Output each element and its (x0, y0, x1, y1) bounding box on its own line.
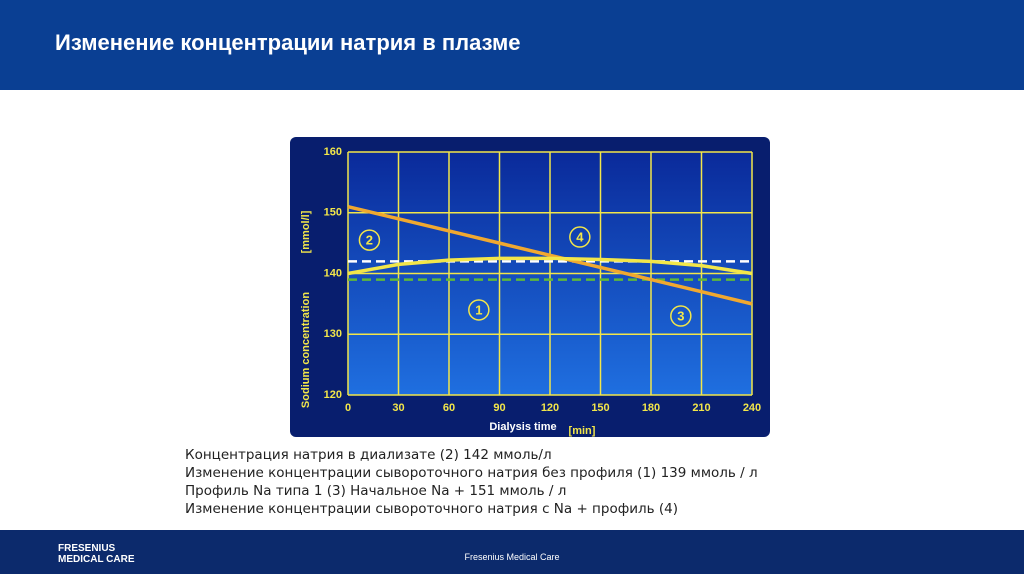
y-axis-label: Sodium concentration (300, 292, 312, 408)
series-label-circle (670, 305, 692, 327)
y-tick-label: 150 (324, 207, 342, 219)
x-tick-label: 150 (591, 402, 609, 414)
slide-title: Изменение концентрации натрия в плазме (55, 30, 521, 55)
series-line (347, 256, 753, 276)
logo-line: MEDICAL CARE (58, 554, 135, 565)
y-tick-label: 160 (324, 146, 342, 158)
series-label: 1 (475, 302, 482, 317)
x-tick-label: 60 (443, 402, 455, 414)
series-label: 2 (366, 233, 373, 248)
x-axis-label: Dialysis time (489, 421, 556, 433)
logo: FRESENIUS MEDICAL CARE (58, 543, 134, 565)
series-label-circle (569, 226, 591, 248)
x-axis-unit: [min] (569, 425, 596, 437)
caption-line: Концентрация натрия в диализате (2) 142 … (185, 447, 552, 463)
caption-line: Изменение концентрации сывороточного нат… (185, 501, 679, 517)
y-tick-label: 120 (324, 389, 342, 401)
series-label-circle (468, 299, 490, 321)
company-name: Fresenius Medical Care (464, 552, 560, 562)
y-tick-label: 130 (324, 328, 342, 340)
x-tick-label: 90 (493, 402, 505, 414)
x-tick-label: 240 (743, 402, 761, 414)
logo-line: FRESENIUS (58, 543, 116, 554)
x-tick-label: 210 (692, 402, 710, 414)
x-tick-label: 180 (642, 402, 660, 414)
header: Изменение концентрации натрия в плазме (0, 0, 1024, 90)
series-label-circle (358, 229, 381, 251)
caption-line: Профиль Na типа 1 (3) Начальное Na + 151… (185, 483, 567, 499)
series-label: 3 (677, 308, 684, 323)
series-label: 4 (576, 229, 584, 244)
x-tick-label: 0 (345, 402, 351, 414)
x-tick-label: 120 (541, 402, 559, 414)
y-axis-unit: [mmol/l] (300, 210, 312, 253)
footer: FRESENIUS MEDICAL CARE Fresenius Medical … (0, 530, 1024, 574)
y-tick-label: 140 (324, 267, 342, 279)
x-tick-label: 30 (392, 402, 404, 414)
caption: Концентрация натрия в диализате (2) 142 … (185, 446, 758, 518)
caption-line: Изменение концентрации сывороточного нат… (185, 465, 758, 481)
series-line (347, 204, 753, 306)
